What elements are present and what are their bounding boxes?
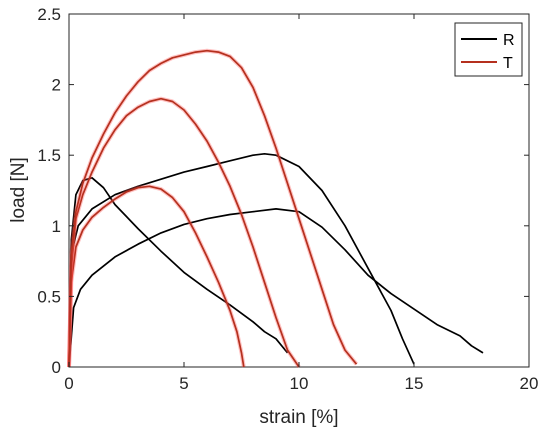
x-tick-label: 5: [179, 374, 188, 393]
series-r-3: [68, 208, 484, 368]
y-tick-label: 1: [52, 217, 61, 236]
series-r-2: [68, 152, 415, 368]
plot-area: [68, 13, 530, 368]
y-tick-label: 2: [52, 76, 61, 95]
series-t-5: [68, 97, 300, 368]
legend: R T: [454, 22, 523, 77]
y-tick-label: 2.5: [37, 5, 61, 24]
y-tick-label: 0.5: [37, 287, 61, 306]
x-axis-title: strain [%]: [259, 407, 338, 428]
legend-label-t: T: [503, 55, 513, 72]
x-tick-label: 15: [405, 374, 424, 393]
series-t-4: [68, 185, 245, 368]
y-tick-label: 1.5: [37, 146, 61, 165]
y-axis-title: load [N]: [8, 157, 29, 222]
series-r-1: [68, 176, 289, 368]
series-t-6: [68, 49, 358, 368]
y-tick-label: 0: [52, 358, 61, 377]
legend-box: [454, 22, 523, 77]
x-tick-label: 10: [290, 374, 309, 393]
legend-label-r: R: [503, 32, 515, 49]
x-tick-label: 0: [64, 374, 73, 393]
tick-layer: 0 5 10 15 20 0 0.5 1 1.5 2 2.5: [37, 5, 538, 393]
series-layer: [67, 48, 484, 369]
x-tick-label: 20: [520, 374, 539, 393]
